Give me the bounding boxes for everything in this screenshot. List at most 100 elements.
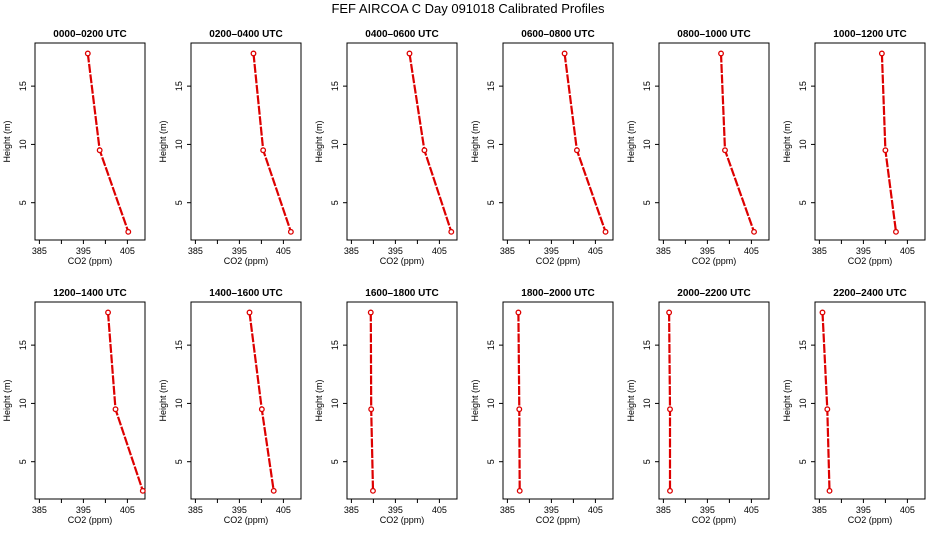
profile-panel: 1200–1400 UTC 385 395 405 CO2 (ppm) 5 10 15 Heig… [2, 288, 146, 525]
y-tick-label: 10 [330, 398, 340, 408]
data-point [718, 50, 724, 57]
y-tick-label: 5 [642, 200, 652, 205]
x-tick-label: 385 [188, 246, 203, 256]
y-tick-label: 10 [798, 398, 808, 408]
series-line [252, 53, 292, 233]
y-axis-label: Height (m) [314, 379, 324, 421]
x-tick-label: 395 [544, 246, 559, 256]
panel-title: 1600–1800 UTC [365, 288, 438, 299]
x-tick-label: 405 [588, 505, 603, 515]
y-tick-label: 10 [174, 398, 184, 408]
y-tick-label: 5 [798, 200, 808, 205]
y-tick-label: 5 [486, 200, 496, 205]
x-tick-label: 405 [120, 246, 135, 256]
data-point [258, 406, 265, 413]
y-tick-label: 10 [174, 139, 184, 149]
profile-panel: 1000–1200 UTC 385 395 405 CO2 (ppm) 5 10 15 Heig… [782, 29, 926, 266]
data-point [666, 309, 673, 316]
x-axis-label: CO2 (ppm) [380, 256, 425, 266]
y-tick-label: 10 [330, 139, 340, 149]
panel-title: 1200–1400 UTC [53, 288, 126, 299]
y-axis-label: Height (m) [158, 120, 168, 162]
x-tick-label: 395 [544, 505, 559, 515]
data-point [139, 487, 146, 494]
x-tick-label: 385 [32, 246, 47, 256]
series-line [86, 53, 130, 233]
data-point [368, 406, 375, 413]
data-point [667, 406, 673, 413]
data-point [270, 487, 277, 494]
plot-frame [346, 301, 458, 500]
x-tick-label: 405 [276, 246, 291, 256]
panel-title: 2000–2200 UTC [677, 288, 750, 299]
y-tick-label: 10 [642, 139, 652, 149]
data-point [602, 228, 609, 235]
profile-panel: 1400–1600 UTC 385 395 405 CO2 (ppm) 5 10 15 Heig… [158, 288, 302, 525]
y-tick-label: 10 [486, 139, 496, 149]
x-tick-label: 385 [500, 505, 515, 515]
y-tick-label: 5 [330, 200, 340, 205]
data-point [573, 147, 580, 154]
y-tick-label: 10 [486, 398, 496, 408]
y-tick-label: 5 [18, 459, 28, 464]
x-tick-label: 405 [120, 505, 135, 515]
x-axis-label: CO2 (ppm) [848, 256, 893, 266]
series-line [106, 312, 144, 492]
x-axis-label: CO2 (ppm) [68, 256, 113, 266]
x-axis-label: CO2 (ppm) [692, 256, 737, 266]
y-tick-label: 15 [174, 81, 184, 91]
data-point [246, 309, 253, 316]
profile-panel: 2000–2200 UTC 385 395 405 CO2 (ppm) 5 10 15 Heig… [626, 288, 770, 525]
series-line [248, 312, 275, 491]
x-axis-label: CO2 (ppm) [224, 256, 269, 266]
y-axis-label: Height (m) [470, 120, 480, 162]
x-tick-label: 385 [32, 505, 47, 515]
panel-title: 0600–0800 UTC [521, 29, 594, 40]
data-point [370, 487, 376, 494]
data-point [448, 228, 455, 235]
profile-panel: 0600–0800 UTC 385 395 405 CO2 (ppm) 5 10 15 Heig… [470, 29, 614, 266]
x-tick-label: 395 [856, 246, 871, 256]
y-tick-label: 15 [798, 340, 808, 350]
plot-frame [34, 301, 146, 500]
x-tick-label: 405 [744, 246, 759, 256]
x-tick-label: 405 [432, 246, 447, 256]
x-tick-label: 385 [344, 505, 359, 515]
panel-title: 1400–1600 UTC [209, 288, 282, 299]
x-tick-label: 385 [500, 246, 515, 256]
data-point [105, 309, 111, 316]
data-point [125, 228, 132, 235]
data-point [406, 50, 413, 57]
plot-frame [502, 42, 614, 241]
series-line [880, 53, 898, 232]
x-tick-label: 385 [188, 505, 203, 515]
data-point [287, 228, 294, 235]
plot-frame [346, 42, 458, 241]
data-point [893, 228, 899, 235]
x-tick-label: 395 [388, 246, 403, 256]
y-tick-label: 10 [18, 139, 28, 149]
y-axis-label: Height (m) [626, 120, 636, 162]
panel-title: 0200–0400 UTC [209, 29, 282, 40]
data-point [751, 228, 757, 235]
data-point [722, 147, 728, 154]
x-tick-label: 405 [276, 505, 291, 515]
plot-frame [190, 42, 302, 241]
x-axis-label: CO2 (ppm) [380, 515, 425, 525]
y-tick-label: 15 [798, 81, 808, 91]
y-axis-label: Height (m) [626, 379, 636, 421]
y-tick-label: 5 [18, 200, 28, 205]
y-tick-label: 5 [174, 200, 184, 205]
y-axis-label: Height (m) [782, 379, 792, 421]
y-tick-label: 5 [486, 459, 496, 464]
x-tick-label: 385 [656, 505, 671, 515]
y-tick-label: 15 [642, 81, 652, 91]
x-tick-label: 405 [900, 505, 915, 515]
y-tick-label: 10 [642, 398, 652, 408]
plot-frame [190, 301, 302, 500]
y-tick-label: 5 [798, 459, 808, 464]
y-tick-label: 15 [486, 340, 496, 350]
figure-title: FEF AIRCOA C Day 091018 Calibrated Profi… [331, 1, 605, 16]
data-point [112, 406, 119, 413]
plot-frame [814, 301, 926, 500]
